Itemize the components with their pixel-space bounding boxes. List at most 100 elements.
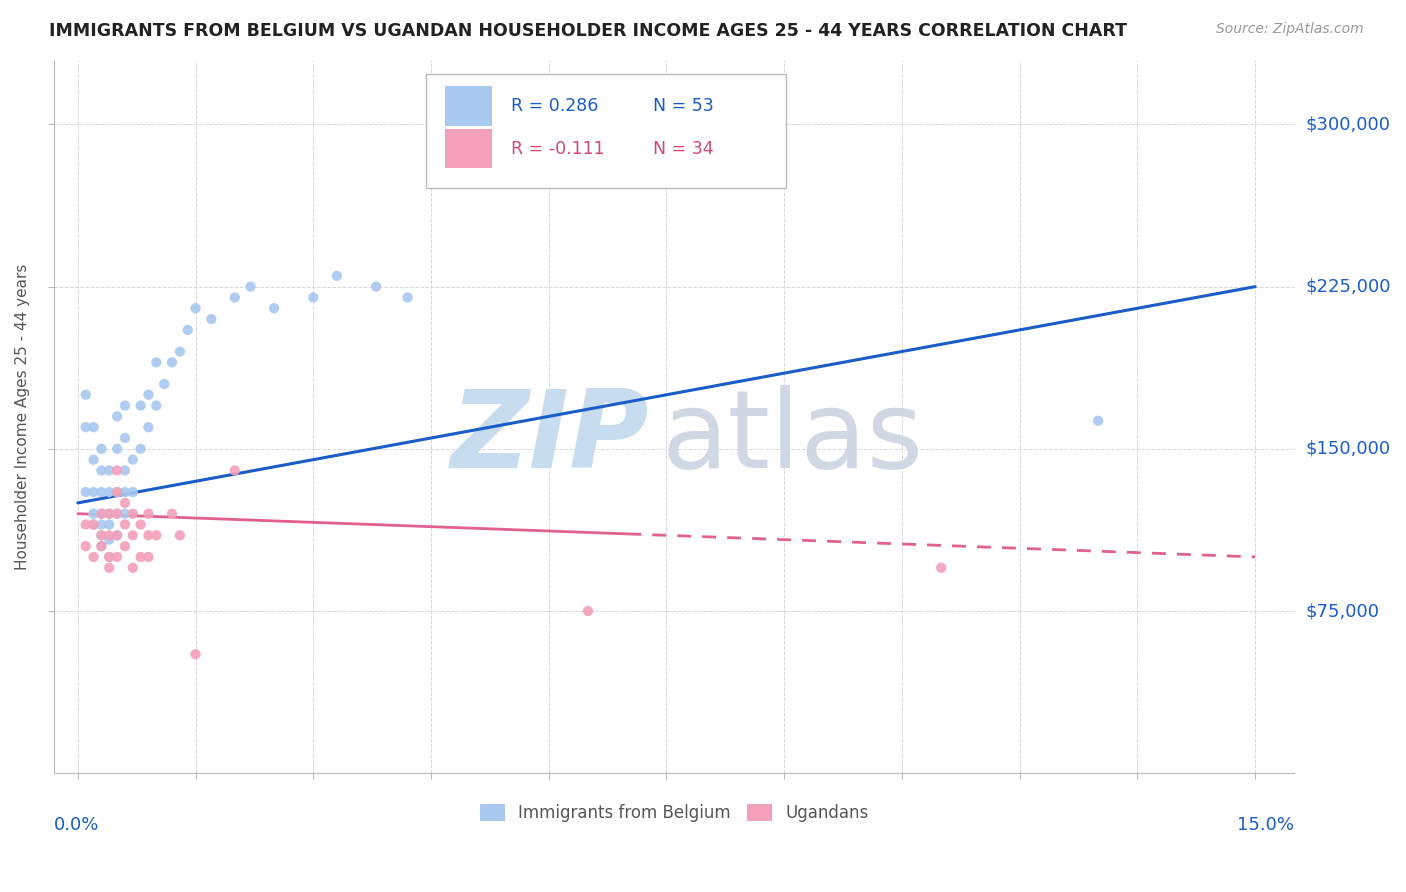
Point xyxy=(302,290,325,304)
Point xyxy=(160,507,183,521)
Text: N = 34: N = 34 xyxy=(654,140,714,158)
Point xyxy=(114,496,136,510)
Point xyxy=(83,517,105,532)
Point xyxy=(105,507,128,521)
Text: N = 53: N = 53 xyxy=(654,97,714,115)
Text: ZIP: ZIP xyxy=(451,384,650,491)
Point xyxy=(121,528,143,542)
Point xyxy=(239,279,262,293)
Point xyxy=(138,420,160,434)
Point xyxy=(153,376,176,391)
Point xyxy=(90,485,112,500)
Point xyxy=(129,517,152,532)
Point xyxy=(98,533,121,547)
Text: $300,000: $300,000 xyxy=(1306,115,1391,134)
Point xyxy=(114,539,136,553)
Point xyxy=(114,507,136,521)
Point xyxy=(114,463,136,477)
Point xyxy=(138,549,160,564)
Point xyxy=(90,463,112,477)
Point xyxy=(224,290,246,304)
Point xyxy=(396,290,419,304)
Point xyxy=(98,507,121,521)
Point xyxy=(105,485,128,500)
Text: IMMIGRANTS FROM BELGIUM VS UGANDAN HOUSEHOLDER INCOME AGES 25 - 44 YEARS CORRELA: IMMIGRANTS FROM BELGIUM VS UGANDAN HOUSE… xyxy=(49,22,1128,40)
Point xyxy=(200,312,222,326)
Point xyxy=(114,485,136,500)
Point xyxy=(114,517,136,532)
Text: atlas: atlas xyxy=(662,384,924,491)
Text: $75,000: $75,000 xyxy=(1306,602,1379,620)
Point xyxy=(105,463,128,477)
Point xyxy=(90,528,112,542)
Point xyxy=(263,301,285,316)
Text: 15.0%: 15.0% xyxy=(1237,816,1295,834)
Text: Source: ZipAtlas.com: Source: ZipAtlas.com xyxy=(1216,22,1364,37)
Point xyxy=(129,442,152,456)
Point xyxy=(129,549,152,564)
Point xyxy=(105,409,128,424)
Bar xyxy=(444,129,492,169)
Point xyxy=(169,344,191,359)
Point xyxy=(145,528,167,542)
Point xyxy=(90,517,112,532)
Point xyxy=(138,528,160,542)
Point xyxy=(105,507,128,521)
Point xyxy=(90,507,112,521)
Point xyxy=(105,442,128,456)
Point xyxy=(138,388,160,402)
Point xyxy=(145,355,167,369)
Point xyxy=(105,549,128,564)
Point xyxy=(114,431,136,445)
Point xyxy=(364,279,387,293)
Point xyxy=(90,539,112,553)
Point xyxy=(138,507,160,521)
Point xyxy=(224,463,246,477)
Point xyxy=(98,517,121,532)
Point xyxy=(75,485,97,500)
Point xyxy=(98,561,121,575)
Point xyxy=(98,507,121,521)
Point xyxy=(90,507,112,521)
Text: $225,000: $225,000 xyxy=(1306,277,1391,295)
Point xyxy=(98,485,121,500)
Point xyxy=(129,399,152,413)
Point xyxy=(121,561,143,575)
Point xyxy=(90,528,112,542)
Point xyxy=(98,549,121,564)
Point xyxy=(83,485,105,500)
Legend: Immigrants from Belgium, Ugandans: Immigrants from Belgium, Ugandans xyxy=(472,797,876,829)
Text: 0.0%: 0.0% xyxy=(55,816,100,834)
Point xyxy=(83,507,105,521)
Point xyxy=(121,485,143,500)
Point xyxy=(98,463,121,477)
Point xyxy=(83,452,105,467)
Point xyxy=(1087,414,1109,428)
Point xyxy=(75,539,97,553)
Point xyxy=(121,507,143,521)
Point xyxy=(929,561,952,575)
Point xyxy=(160,355,183,369)
Point xyxy=(326,268,349,283)
Point xyxy=(184,647,207,661)
Point xyxy=(98,528,121,542)
Point xyxy=(169,528,191,542)
Point xyxy=(75,517,97,532)
Point xyxy=(576,604,599,618)
FancyBboxPatch shape xyxy=(426,74,786,188)
Point xyxy=(98,549,121,564)
Point xyxy=(105,528,128,542)
Point xyxy=(114,399,136,413)
Point xyxy=(105,485,128,500)
Text: R = -0.111: R = -0.111 xyxy=(510,140,605,158)
Point xyxy=(177,323,200,337)
Point xyxy=(75,388,97,402)
Point xyxy=(83,420,105,434)
Point xyxy=(83,517,105,532)
Y-axis label: Householder Income Ages 25 - 44 years: Householder Income Ages 25 - 44 years xyxy=(15,263,30,570)
Point xyxy=(105,528,128,542)
Point xyxy=(83,549,105,564)
Point xyxy=(90,442,112,456)
Text: $150,000: $150,000 xyxy=(1306,440,1391,458)
Bar xyxy=(444,87,492,126)
